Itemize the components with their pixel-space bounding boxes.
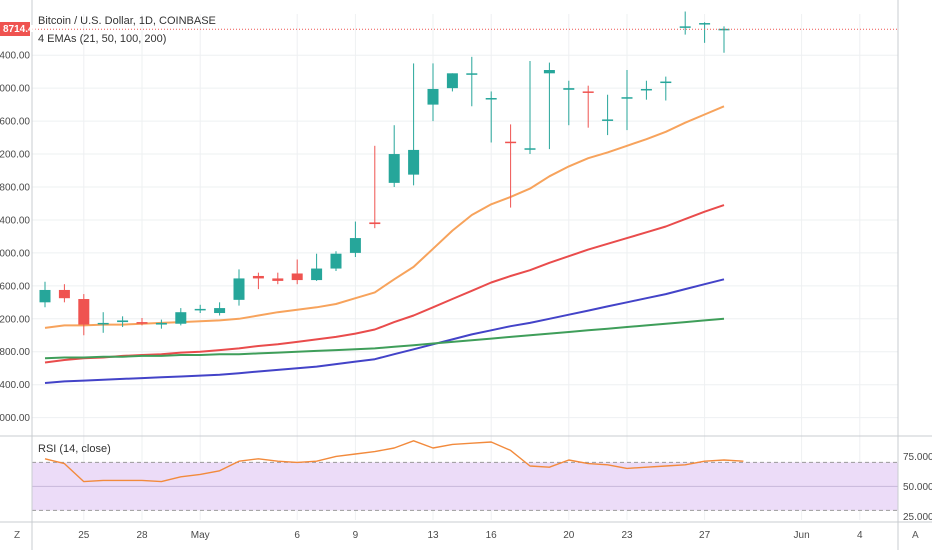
candle-body [466,73,478,75]
x-tick-label: 6 [294,530,300,541]
symbol-title: Bitcoin / U.S. Dollar, 1D, COINBASE [38,15,216,27]
rsi-line [44,440,744,483]
ema21-line [44,105,725,329]
candle-body [58,289,70,299]
candle-body [97,322,109,325]
auto-scale-button[interactable]: A [912,530,919,541]
candle-body [563,88,575,90]
candle-body [136,322,148,324]
candle-body [214,308,226,314]
x-tick-label: 9 [353,530,359,541]
candle-body [543,70,555,74]
candle-body [194,308,206,311]
candle-body [155,322,167,325]
y-tick-label: 7600.00 [0,117,30,128]
x-tick-label: 28 [136,530,148,541]
y-tick-label: 4400.00 [0,380,30,391]
x-tick-label: 20 [563,530,575,541]
rsi-layer [32,440,898,511]
candle-body [699,23,711,25]
candle-body [640,88,652,91]
candle-body [388,154,400,183]
y-tick-label: 4800.00 [0,347,30,358]
candle-body [78,299,90,325]
candle-body [330,253,342,269]
candle-body [408,149,420,175]
candle-body [369,222,381,225]
y-tick-label: 6000.00 [0,248,30,259]
candle-body [602,119,614,121]
candle-body [446,73,458,89]
ema-layer [44,105,725,384]
x-tick-label: 23 [621,530,633,541]
y-tick-label: 4000.00 [0,413,30,424]
timezone-button[interactable]: Z [14,530,20,541]
x-tick-label: 25 [78,530,90,541]
candle-body [252,275,264,279]
candle-body [485,98,497,100]
y-tick-label: 6800.00 [0,182,30,193]
candle-body [233,278,245,300]
candle-body [621,97,633,99]
y-tick-label: 5600.00 [0,281,30,292]
ema50-line [44,204,725,364]
last-price-label: 8714.47 [3,24,40,35]
y-tick-label: 8400.00 [0,51,30,62]
last-price-badge [0,22,30,36]
candle-body [117,320,129,323]
ema-title: 4 EMAs (21, 50, 100, 200) [38,33,166,45]
ema200-line [44,317,725,360]
rsi-title: RSI (14, close) [38,443,111,455]
y-tick-label: 5200.00 [0,314,30,325]
candle-body [349,238,361,253]
y-tick-label: 6400.00 [0,215,30,226]
candle-body [505,141,517,144]
x-tick-label: 13 [427,530,439,541]
x-tick-label: 27 [699,530,711,541]
candle-body [524,148,536,150]
candle-body [660,81,672,84]
candle-body [582,91,594,93]
candle-body [311,268,323,281]
y-tick-label: 8000.00 [0,84,30,95]
candle-body [427,88,439,105]
x-tick-label: Jun [794,530,810,541]
candle-body [272,278,284,281]
candle-body [718,28,730,31]
candle-body [175,312,187,324]
x-tick-label: 4 [857,530,863,541]
ema100-line [44,278,725,384]
candle-body [679,26,691,28]
candle-layer [39,11,730,336]
x-tick-label: May [191,530,210,541]
x-tick-label: 16 [486,530,498,541]
y-tick-label: 7200.00 [0,150,30,161]
candle-body [291,273,303,281]
candle-body [39,289,51,303]
